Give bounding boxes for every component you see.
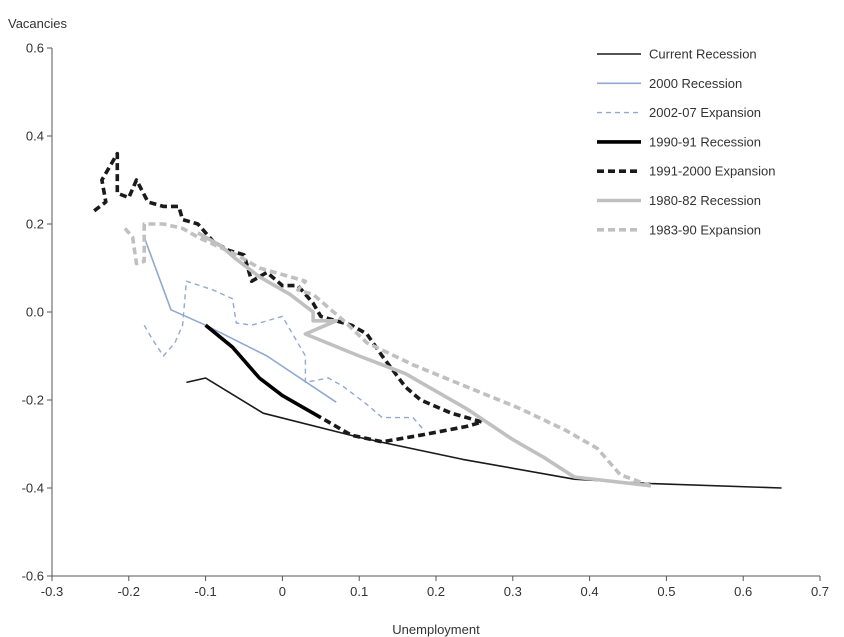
legend-label-4: 1990-91 Recession <box>649 134 761 149</box>
x-tick-label: 0.4 <box>581 584 599 599</box>
legend-label-7: 1983-90 Expansion <box>649 222 761 237</box>
y-tick-label: 0.4 <box>26 129 44 144</box>
y-tick-label: 0.0 <box>26 305 44 320</box>
y-tick-label: -0.6 <box>22 569 44 584</box>
legend-label-2: 2000 Recession <box>649 76 742 91</box>
y-tick-label: -0.4 <box>22 481 44 496</box>
x-tick-label: -0.2 <box>118 584 140 599</box>
x-tick-label: 0.3 <box>504 584 522 599</box>
y-tick-label: 0.6 <box>26 41 44 56</box>
x-axis-ticks: -0.3 -0.2 -0.1 0 0.1 0.2 0.3 0.4 0.5 0.6 0.7 <box>41 576 829 599</box>
axes <box>51 48 820 577</box>
x-tick-label: -0.1 <box>194 584 216 599</box>
x-tick-label: -0.3 <box>41 584 63 599</box>
series-line-6 <box>197 231 652 488</box>
legend-label-5: 1991-2000 Expansion <box>649 164 776 179</box>
x-tick-label: 0.6 <box>734 584 752 599</box>
series-line-5 <box>93 151 484 444</box>
x-axis-title: Unemployment <box>392 622 480 637</box>
series-lines <box>93 151 782 489</box>
x-tick-label: 0 <box>279 584 286 599</box>
legend: Current Recession 2000 Recession 2002-07 E… <box>597 47 776 237</box>
y-axis-title: Vacancies <box>8 16 68 31</box>
x-tick-label: 0.7 <box>811 584 829 599</box>
series-line-7 <box>123 222 652 488</box>
series-line-4 <box>204 323 322 420</box>
legend-label-6: 1980-82 Recession <box>649 193 761 208</box>
legend-label-1: Current Recession <box>649 47 757 62</box>
x-tick-label: 0.2 <box>427 584 445 599</box>
y-axis-ticks: 0.6 0.4 0.2 0.0 -0.2 -0.4 -0.6 <box>22 41 52 584</box>
y-tick-label: -0.2 <box>22 393 44 408</box>
y-tick-label: 0.2 <box>26 217 44 232</box>
legend-label-3: 2002-07 Expansion <box>649 105 761 120</box>
x-tick-label: 0.5 <box>657 584 675 599</box>
x-tick-label: 0.1 <box>350 584 368 599</box>
